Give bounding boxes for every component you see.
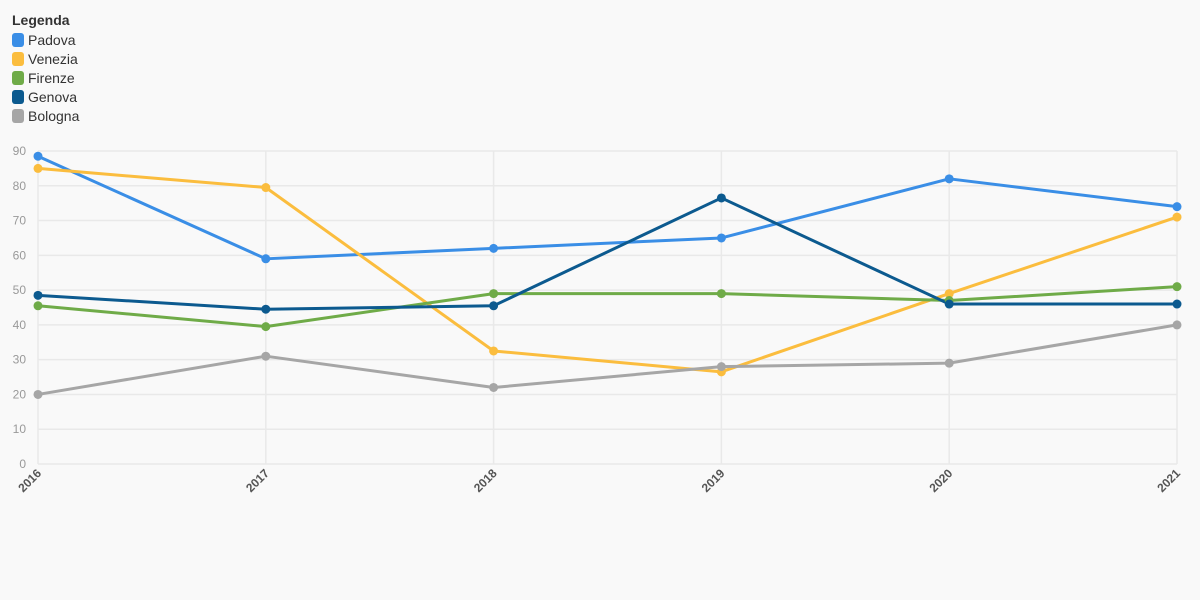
- legend-label: Padova: [28, 31, 76, 48]
- legend-item-venezia[interactable]: Venezia: [12, 49, 79, 68]
- y-tick-label: 80: [13, 179, 27, 193]
- data-point-genova[interactable]: [489, 301, 499, 311]
- data-point-padova[interactable]: [261, 254, 271, 264]
- data-point-firenze[interactable]: [489, 289, 499, 299]
- legend-title: Legenda: [12, 12, 70, 28]
- data-point-firenze[interactable]: [33, 301, 43, 311]
- legend-swatch: [12, 89, 24, 104]
- chart-grid: [37, 150, 1178, 465]
- legend-label: Venezia: [28, 50, 78, 67]
- legend-swatch: [12, 108, 24, 123]
- data-point-padova[interactable]: [944, 174, 954, 184]
- legend-label: Firenze: [28, 69, 75, 86]
- y-tick-label: 90: [13, 144, 27, 158]
- series-line-genova: [36, 196, 1179, 311]
- x-tick-label: 2018: [471, 466, 500, 495]
- data-point-venezia[interactable]: [489, 346, 499, 356]
- series-line-bologna: [36, 323, 1179, 396]
- legend-item-bologna[interactable]: Bologna: [12, 106, 79, 125]
- data-point-bologna[interactable]: [33, 389, 43, 399]
- data-point-padova[interactable]: [1172, 202, 1182, 212]
- data-point-venezia[interactable]: [1172, 212, 1182, 222]
- legend-label: Bologna: [28, 107, 80, 124]
- data-point-padova[interactable]: [716, 233, 726, 243]
- series-line-firenze: [36, 285, 1179, 329]
- data-point-bologna[interactable]: [1172, 320, 1182, 330]
- y-tick-label: 20: [13, 387, 27, 401]
- data-point-padova[interactable]: [489, 243, 499, 253]
- data-point-genova[interactable]: [944, 299, 954, 309]
- x-tick-label: 2020: [927, 466, 956, 495]
- data-point-firenze[interactable]: [716, 289, 726, 299]
- legend-item-genova[interactable]: Genova: [12, 87, 79, 106]
- y-tick-label: 60: [13, 248, 27, 262]
- y-tick-label: 0: [19, 457, 26, 471]
- data-point-genova[interactable]: [1172, 299, 1182, 309]
- data-point-bologna[interactable]: [489, 382, 499, 392]
- x-tick-label: 2017: [243, 466, 272, 495]
- legend-label: Genova: [28, 88, 78, 105]
- data-point-firenze[interactable]: [1172, 282, 1182, 292]
- legend: Legenda Padova Venezia Firenze Genova Bologn…: [12, 12, 79, 125]
- data-point-bologna[interactable]: [944, 358, 954, 368]
- y-tick-label: 30: [13, 353, 27, 367]
- legend-item-padova[interactable]: Padova: [12, 30, 79, 49]
- series-line-venezia: [36, 166, 1179, 374]
- data-point-bologna[interactable]: [261, 351, 271, 361]
- data-point-genova[interactable]: [716, 193, 726, 203]
- y-tick-label: 50: [13, 283, 27, 297]
- x-tick-label: 2019: [699, 466, 728, 495]
- data-point-venezia[interactable]: [944, 289, 954, 299]
- data-point-venezia[interactable]: [33, 163, 43, 173]
- data-point-bologna[interactable]: [716, 362, 726, 372]
- y-tick-label: 10: [13, 422, 27, 436]
- y-axis-ticks: 0 10 20 30 40 50 60 70 80 90: [13, 144, 27, 471]
- legend-swatch: [12, 32, 24, 47]
- series-line-padova: [36, 154, 1179, 261]
- data-point-genova[interactable]: [261, 304, 271, 314]
- data-point-venezia[interactable]: [261, 183, 271, 193]
- data-point-firenze[interactable]: [261, 322, 271, 332]
- legend-swatch: [12, 70, 24, 85]
- x-tick-label: 2021: [1154, 466, 1183, 495]
- legend-item-firenze[interactable]: Firenze: [12, 68, 79, 87]
- x-axis-ticks: 2016 2017 2018 2019 2020 2021: [15, 466, 1183, 495]
- data-point-padova[interactable]: [33, 151, 43, 161]
- data-point-genova[interactable]: [33, 290, 43, 300]
- legend-items: Padova Venezia Firenze Genova Bologna: [12, 30, 79, 125]
- legend-swatch: [12, 51, 24, 66]
- y-tick-label: 70: [13, 214, 27, 228]
- chart-series: [33, 151, 1182, 399]
- y-tick-label: 40: [13, 318, 27, 332]
